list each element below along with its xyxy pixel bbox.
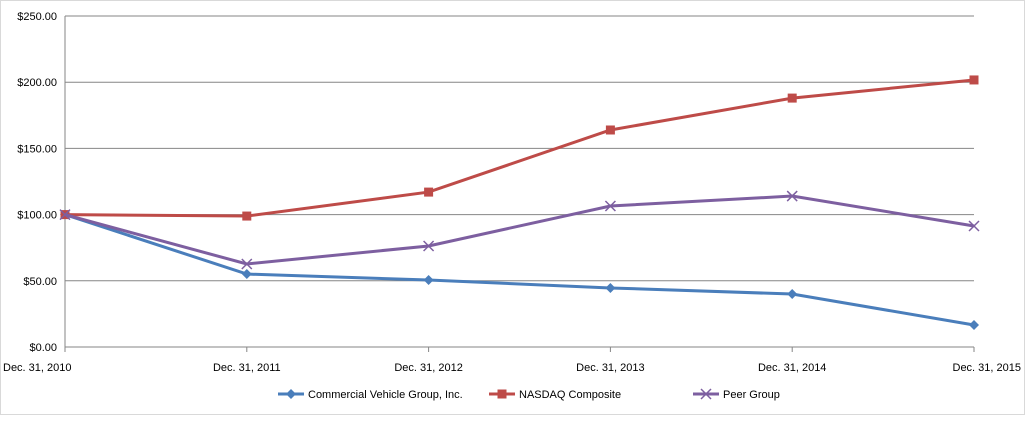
x-marker [968, 220, 980, 232]
legend-label: Commercial Vehicle Group, Inc. [308, 389, 463, 401]
diamond-marker [605, 282, 616, 293]
y-tick-label: $100.00 [17, 210, 57, 222]
x-marker [700, 388, 712, 400]
square-marker [605, 125, 615, 135]
legend-item: NASDAQ Composite [489, 389, 621, 401]
square-marker [787, 93, 797, 103]
legend-label: Peer Group [723, 389, 780, 401]
y-tick-label: $200.00 [17, 77, 57, 89]
diamond-marker [969, 320, 979, 331]
series-line [64, 213, 975, 327]
series-commercial-vehicle-group-inc- [60, 209, 979, 331]
y-tick-label: $150.00 [17, 143, 57, 155]
x-tick-label: Dec. 31, 2015 [953, 362, 1022, 374]
legend-item: Commercial Vehicle Group, Inc. [278, 389, 463, 401]
x-marker [59, 209, 71, 221]
y-tick-label: $0.00 [29, 342, 57, 354]
x-tick-label: Dec. 31, 2012 [394, 362, 463, 374]
legend-label: NASDAQ Composite [519, 389, 621, 401]
square-marker [424, 187, 434, 197]
x-marker [241, 258, 253, 270]
x-tick-label: Dec. 31, 2010 [3, 362, 72, 374]
series-line [64, 194, 975, 266]
series-peer-group [59, 190, 980, 270]
diamond-marker [787, 289, 798, 300]
x-tick-label: Dec. 31, 2013 [576, 362, 645, 374]
square-marker [497, 389, 507, 399]
diamond-marker [423, 275, 434, 286]
y-tick-label: $50.00 [23, 276, 57, 288]
x-marker [604, 200, 616, 212]
y-tick-label: $250.00 [17, 11, 57, 23]
x-marker [786, 190, 798, 202]
series-line [64, 78, 975, 218]
legend-item: Peer Group [693, 388, 780, 401]
square-marker [969, 75, 979, 85]
square-marker [242, 211, 252, 221]
diamond-marker [241, 269, 252, 280]
x-marker [423, 240, 435, 252]
x-tick-label: Dec. 31, 2014 [758, 362, 827, 374]
x-tick-label: Dec. 31, 2011 [213, 362, 281, 374]
diamond-marker [286, 389, 296, 399]
